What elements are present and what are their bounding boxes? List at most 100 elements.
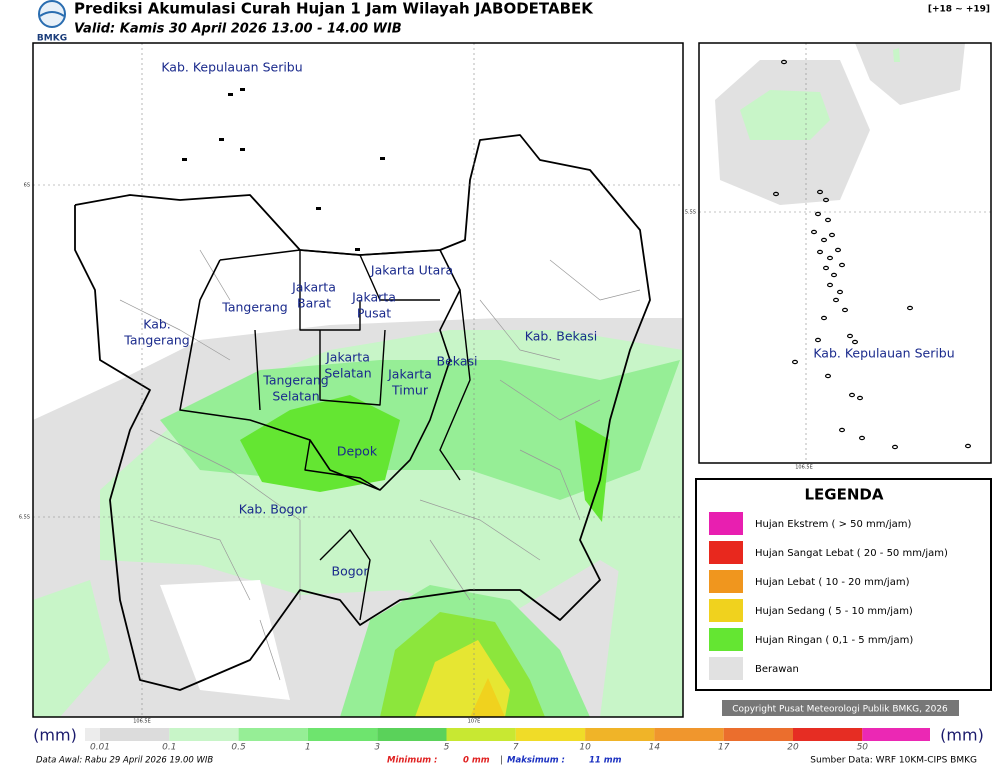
colorbar-segment xyxy=(307,728,378,741)
logo-wave xyxy=(39,11,65,17)
island xyxy=(851,339,858,345)
colorbar-segment xyxy=(793,728,863,741)
subtitle: Valid: Kamis 30 April 2026 13.00 - 14.00… xyxy=(74,22,402,37)
district-boundary xyxy=(499,379,601,421)
colorbar-tick-label: 10 xyxy=(579,743,591,753)
island xyxy=(848,392,855,398)
island xyxy=(906,305,913,311)
legend-label: Hujan Ekstrem ( > 50 mm/jam) xyxy=(755,519,912,530)
island xyxy=(822,197,829,203)
region-label: Jakarta xyxy=(291,280,336,295)
forecast-range: [+18 ~ +19] xyxy=(928,5,990,15)
island xyxy=(838,427,845,433)
region-label: Tangerang xyxy=(123,333,189,348)
axis-label: 6S xyxy=(24,183,30,189)
axis-label: 106.5E xyxy=(795,465,812,471)
island xyxy=(846,333,853,339)
region-label: Tangerang xyxy=(262,373,328,388)
light-rain-area xyxy=(33,580,110,717)
region-label: Jakarta Utara xyxy=(370,263,453,278)
moderate-area xyxy=(240,395,400,492)
island xyxy=(836,289,843,295)
island xyxy=(858,435,865,441)
region-label: Kab. Kepulauan Seribu xyxy=(161,60,302,75)
island xyxy=(841,307,848,313)
district-boundary xyxy=(149,429,301,600)
inset-frame xyxy=(698,42,992,464)
colorbar-tick-label: 5 xyxy=(444,743,450,753)
legend-swatch xyxy=(709,512,743,535)
colorbar-tick-label: 17 xyxy=(718,743,730,753)
island xyxy=(822,265,829,271)
axis-label: 5.5S xyxy=(685,210,696,216)
region-label: Jakarta xyxy=(351,290,396,305)
island xyxy=(814,211,821,217)
region-label: Bogor xyxy=(332,564,370,579)
legend-swatch xyxy=(709,599,743,622)
region-label: Selatan xyxy=(324,366,371,381)
island xyxy=(240,88,245,91)
island xyxy=(380,157,385,160)
colorbar-tick-label: 1 xyxy=(305,743,311,753)
region-label: Jakarta xyxy=(387,367,432,382)
light-rain-area xyxy=(893,48,900,62)
island xyxy=(834,247,841,253)
colorbar-segment xyxy=(723,728,793,741)
colorbar-segment xyxy=(862,728,930,741)
light-rain-area xyxy=(600,520,683,717)
legend-swatch xyxy=(709,628,743,651)
axis-label: 106.5E xyxy=(133,719,150,725)
island xyxy=(824,373,831,379)
colorbar-tick-label: 50 xyxy=(857,743,869,753)
region-label: Kab. Bekasi xyxy=(525,329,597,344)
legend-swatch xyxy=(709,657,743,680)
colorbar-start xyxy=(85,728,100,741)
colorbar-unit: (mm) xyxy=(940,726,984,745)
heavy-area xyxy=(470,678,505,717)
island xyxy=(814,337,821,343)
island xyxy=(182,158,187,161)
legend-label: Hujan Sangat Lebat ( 20 - 50 mm/jam) xyxy=(755,548,948,559)
district-boundary xyxy=(549,259,641,301)
district-boundary xyxy=(419,499,541,561)
colorbar-segment xyxy=(169,728,239,741)
district-boundary xyxy=(429,539,471,601)
light-rain-area xyxy=(740,90,830,140)
island xyxy=(820,237,827,243)
regency-boundary xyxy=(299,250,361,331)
legend-swatch xyxy=(709,541,743,564)
region-label: Timur xyxy=(391,383,429,398)
island xyxy=(816,189,823,195)
colorbar-tick-label: 3 xyxy=(374,743,380,753)
colorbar-segment xyxy=(238,728,308,741)
region-label: Tangerang xyxy=(221,300,287,315)
island xyxy=(832,297,839,303)
colorbar-segment xyxy=(515,728,586,741)
copyright-bg xyxy=(722,700,959,716)
title: Prediksi Akumulasi Curah Hujan 1 Jam Wil… xyxy=(74,0,594,18)
colorbar-segment xyxy=(377,728,447,741)
island xyxy=(816,249,823,255)
regency-boundary xyxy=(319,529,371,621)
district-boundary xyxy=(119,299,231,361)
moderate-area xyxy=(575,420,610,522)
island xyxy=(828,232,835,238)
colorbar-tick-label: 0.1 xyxy=(162,743,176,753)
island xyxy=(830,272,837,278)
data-initial: Data Awal: Rabu 29 April 2026 19.00 WIB xyxy=(36,756,213,766)
legend-box xyxy=(695,478,992,691)
map-frame xyxy=(32,42,684,718)
colorbar-tick-label: 0.5 xyxy=(231,743,246,753)
region-label: Bekasi xyxy=(437,354,478,369)
island xyxy=(820,315,827,321)
regency-boundary xyxy=(319,329,386,406)
district-boundary xyxy=(519,449,581,521)
island xyxy=(891,444,898,450)
island xyxy=(826,282,833,288)
region-label: Barat xyxy=(297,296,331,311)
island xyxy=(824,217,831,223)
sea xyxy=(33,43,683,255)
cloud-area xyxy=(855,43,965,105)
regency-boundary xyxy=(359,254,440,301)
district-boundary xyxy=(149,519,251,601)
